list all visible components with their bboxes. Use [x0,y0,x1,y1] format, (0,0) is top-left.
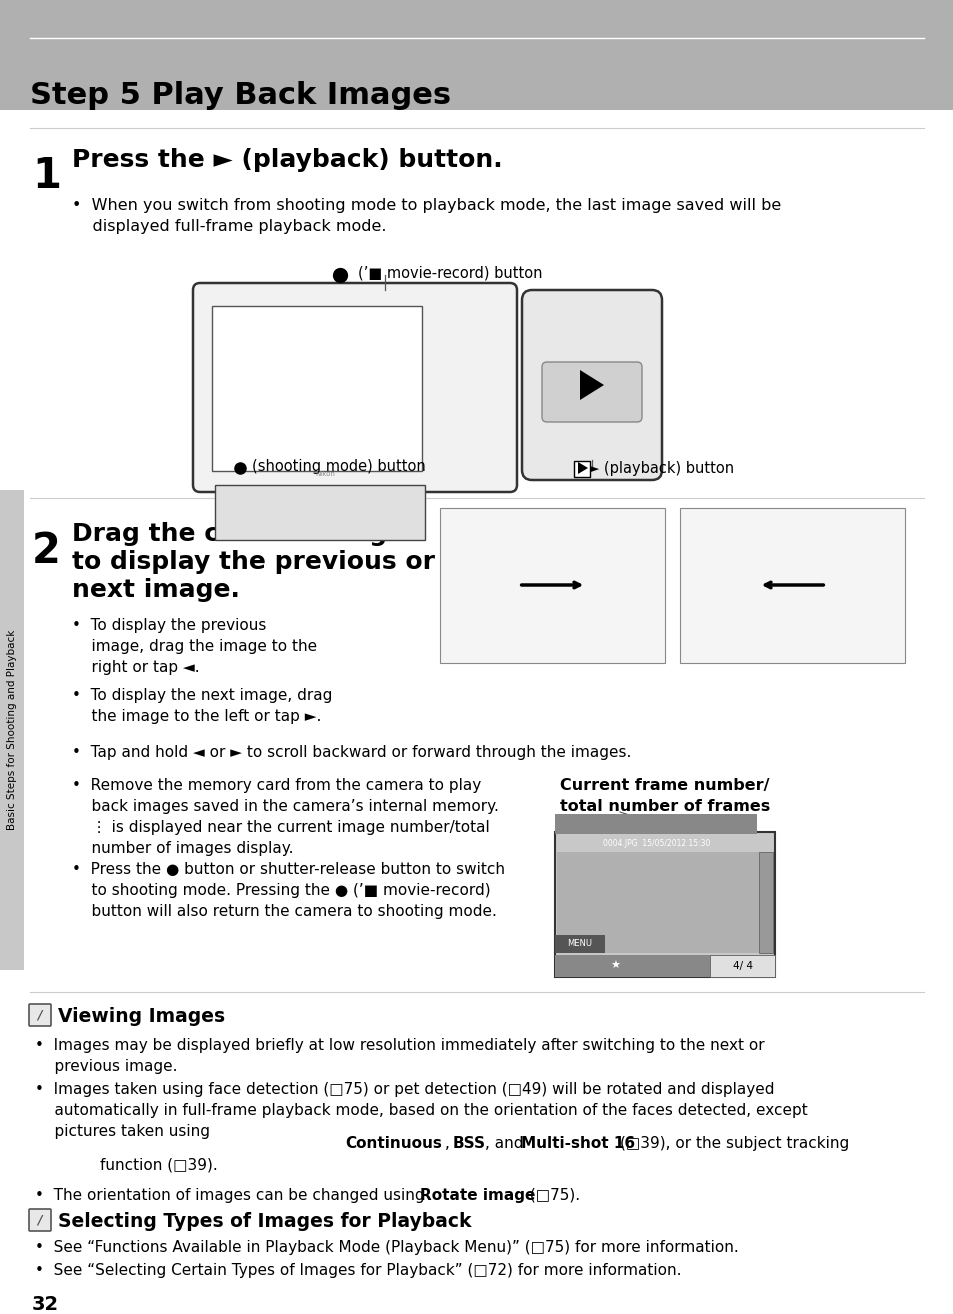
Text: Multi-shot 16: Multi-shot 16 [520,1137,635,1151]
Text: ★: ★ [609,961,619,971]
Text: Continuous: Continuous [345,1137,441,1151]
Bar [555,936,604,953]
FancyBboxPatch shape [29,1209,51,1231]
FancyBboxPatch shape [29,1004,51,1026]
Text: Press the ► (playback) button.: Press the ► (playback) button. [71,148,502,172]
Text: •  See “Selecting Certain Types of Images for Playback” (□72) for more informati: • See “Selecting Certain Types of Images… [35,1263,680,1279]
Bar [709,955,774,978]
Text: (□39), or the subject tracking: (□39), or the subject tracking [619,1137,848,1151]
Text: 32: 32 [32,1296,59,1314]
Text: 0004.JPG  15/05/2012 15:30: 0004.JPG 15/05/2012 15:30 [602,838,710,848]
Text: Selecting Types of Images for Playback: Selecting Types of Images for Playback [58,1212,471,1231]
Text: Current frame number/
total number of frames: Current frame number/ total number of fr… [559,778,769,813]
Text: Rotate image: Rotate image [419,1188,535,1204]
Text: (shooting mode) button: (shooting mode) button [252,459,425,473]
Bar [212,306,421,470]
Text: •  Remove the memory card from the camera to play
    back images saved in the c: • Remove the memory card from the camera… [71,778,498,855]
Bar [555,955,774,978]
Text: function (□39).: function (□39). [100,1158,217,1173]
Bar [759,851,772,953]
Text: Viewing Images: Viewing Images [58,1007,225,1026]
Bar [555,832,774,978]
Text: Step 5 Play Back Images: Step 5 Play Back Images [30,80,451,109]
Text: Basic Steps for Shooting and Playback: Basic Steps for Shooting and Playback [7,629,17,830]
Text: Nikon: Nikon [314,470,335,477]
Bar [679,509,904,664]
Bar [439,509,664,664]
Bar [557,851,759,953]
FancyBboxPatch shape [521,290,661,480]
Text: •  Images may be displayed briefly at low resolution immediately after switching: • Images may be displayed briefly at low… [35,1038,763,1074]
Text: (□75).: (□75). [524,1188,579,1204]
Text: ,: , [444,1137,450,1151]
Text: 4/ 4: 4/ 4 [732,961,752,971]
FancyBboxPatch shape [193,283,517,491]
Bar [214,485,424,540]
Text: (’■ movie-record) button: (’■ movie-record) button [357,265,542,280]
Bar [595,955,635,978]
Bar [555,813,757,834]
Text: next image.: next image. [71,578,239,602]
Text: MENU: MENU [567,940,592,949]
Text: 1: 1 [32,155,61,197]
Text: •  See “Functions Available in Playback Mode (Playback Menu)” (□75) for more inf: • See “Functions Available in Playback M… [35,1240,738,1255]
Text: •  To display the next image, drag
    the image to the left or tap ►.: • To display the next image, drag the im… [71,689,332,724]
Text: •  When you switch from shooting mode to playback mode, the last image saved wil: • When you switch from shooting mode to … [71,198,781,234]
Text: , and: , and [484,1137,523,1151]
Text: •  Images taken using face detection (□75) or pet detection (□49) will be rotate: • Images taken using face detection (□75… [35,1081,807,1139]
Text: BSS: BSS [453,1137,485,1151]
Text: ► (playback) button: ► (playback) button [587,460,734,476]
Text: to display the previous or: to display the previous or [71,551,435,574]
Text: Drag the current image: Drag the current image [71,522,404,547]
Text: •  The orientation of images can be changed using: • The orientation of images can be chang… [35,1188,429,1204]
Text: •  Press the ● button or shutter-release button to switch
    to shooting mode. : • Press the ● button or shutter-release … [71,862,504,918]
Polygon shape [578,463,587,474]
Bar [574,461,589,477]
Polygon shape [579,371,603,399]
Bar [0,490,24,970]
Text: •  Tap and hold ◄ or ► to scroll backward or forward through the images.: • Tap and hold ◄ or ► to scroll backward… [71,745,631,759]
Text: 2: 2 [32,530,61,572]
FancyBboxPatch shape [541,361,641,422]
Text: /: / [38,1009,42,1021]
Text: /: / [38,1214,42,1226]
Text: •  To display the previous
    image, drag the image to the
    right or tap ◄.: • To display the previous image, drag th… [71,618,316,675]
Bar [0,0,953,110]
